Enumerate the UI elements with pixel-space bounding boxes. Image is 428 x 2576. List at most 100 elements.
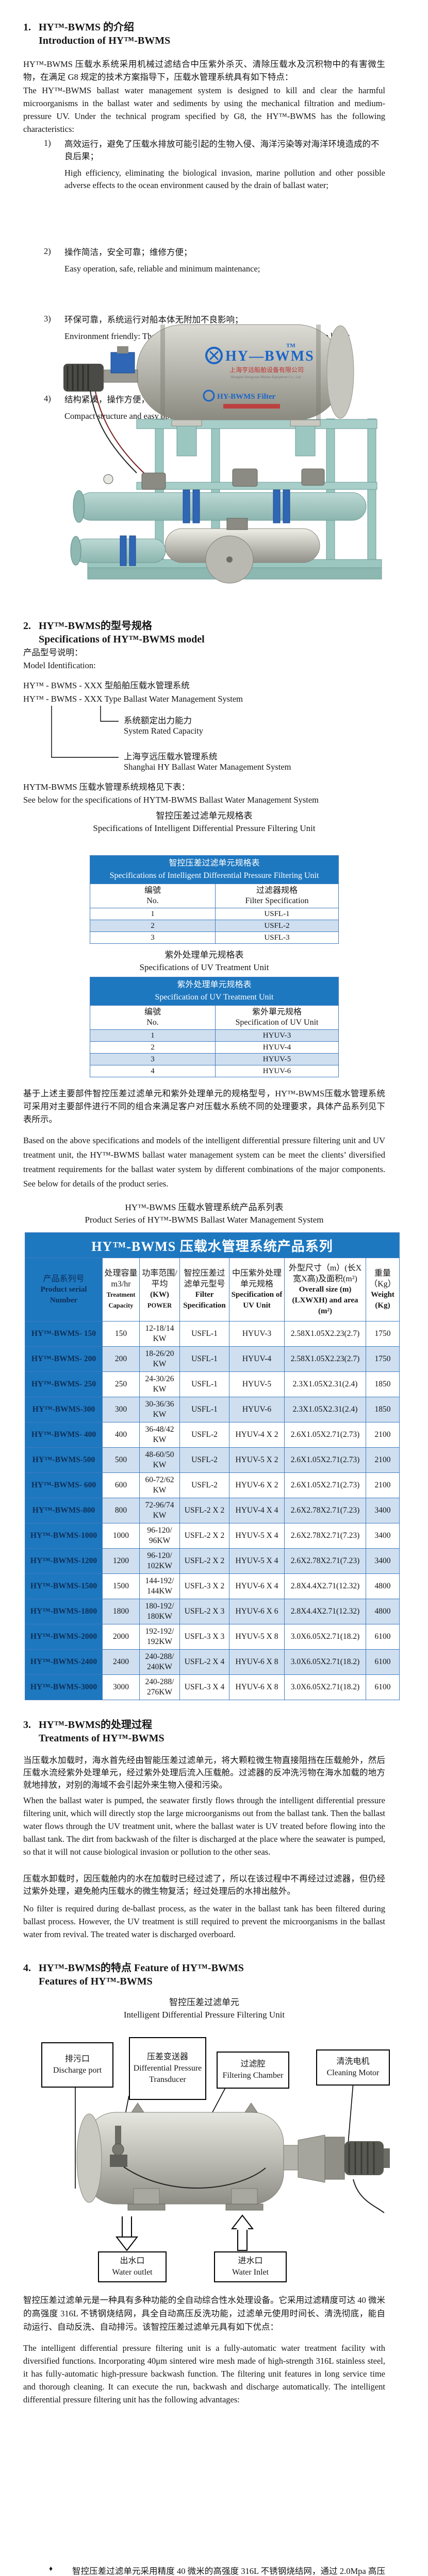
model-line-en: HY™ - BWMS - XXX Type Ballast Water Mana…: [23, 694, 243, 704]
col-header-en: Specification of UV Unit: [231, 1291, 283, 1310]
table1-caption-en: Specifications of Intelligent Differenti…: [93, 823, 316, 833]
table-cell: 144-192/ 144KW: [139, 1573, 180, 1599]
table-cell: HYUV-6 X 8: [229, 1649, 285, 1675]
table-cell: HY™-BWMS- 150: [25, 1321, 103, 1347]
section3-title-en: Treatments of HY™-BWMS: [39, 1733, 164, 1744]
table-row: HY™-BWMS- 250 250 24-30/26 KW USFL-1 HYUV-5 2…: [25, 1371, 400, 1397]
diamond-bullet-icon: ♦: [49, 2565, 53, 2573]
label-en: Filtering Chamber: [222, 2071, 284, 2080]
see-below-cn: HYTM-BWMS 压载水管理系统规格见下表：: [23, 782, 190, 792]
table-cell: HY™-BWMS-500: [25, 1447, 103, 1473]
col-no-en: No.: [146, 1018, 159, 1027]
product-table-caption: HY™-BWMS 压载水管理系统产品系列表 Product Series of …: [23, 1201, 385, 1226]
table-cell: 1000: [102, 1523, 140, 1549]
table-row: HY™-BWMS-3000 3000 240-288/ 276KW USFL-3 X …: [25, 1674, 400, 1700]
item-number: 3): [44, 314, 51, 324]
table-cell: HY™-BWMS-3000: [25, 1674, 103, 1700]
section1-title-cn: HY™-BWMS 的介绍: [39, 22, 134, 33]
branch2-en: Shanghai HY Ballast Water Management Sys…: [124, 762, 291, 772]
table-cell: 18-26/20 KW: [139, 1346, 180, 1372]
table-cell: HY™-BWMS- 250: [25, 1371, 103, 1397]
label-cn: 压差变送器: [146, 2053, 188, 2061]
label-water-inlet: 进水口 Water Inlet: [214, 2251, 287, 2282]
treatment-p1-en: When the ballast water is pumped, the se…: [23, 1795, 385, 1857]
table-cell: 2: [90, 1041, 216, 1054]
svg-text:上海亨远船舶设备有限公司: 上海亨远船舶设备有限公司: [229, 366, 304, 374]
col-header-cn: 重量（Kg）: [369, 1269, 396, 1289]
col-header-en: Weight (Kg): [371, 1291, 394, 1310]
table-row: HY™-BWMS-1800 1800 180-192/ 180KW USFL-2 X …: [25, 1599, 400, 1624]
table-cell: 36-48/42 KW: [139, 1422, 180, 1448]
table-cell: USFL-3 X 4: [179, 1674, 229, 1700]
table-cell: 2.6X2.78X2.71(7.23): [284, 1498, 366, 1523]
col-header-en: Product serial Number: [40, 1285, 87, 1304]
uv-spec-rows: 1 HYUV-3 2 HYUV-4 3 HYUV-5 4 HYUV-6: [90, 1029, 339, 1077]
table-row: 3 HYUV-5: [90, 1053, 339, 1065]
table-cell: 2100: [365, 1472, 400, 1498]
filter-spec-rows: 1 USFL-1 2 USFL-2 3 USFL-3: [90, 908, 339, 944]
table-cell: USFL-1: [215, 908, 339, 920]
see-below: HYTM-BWMS 压载水管理系统规格见下表： See below for th…: [23, 781, 385, 806]
table-cell: 1800: [102, 1599, 140, 1624]
table-row: HY™-BWMS-2000 2000 192-192/ 192KW USFL-3 X …: [25, 1624, 400, 1650]
table-cell: HYUV-6 X 8: [229, 1674, 285, 1700]
col-header-mid: (KW): [150, 1291, 169, 1299]
label-dp-transducer: 压差变送器 Differential Pressure Transducer: [129, 2037, 206, 2100]
table-row: HY™-BWMS-1200 1200 96-120/ 102KW USFL-2 X 2…: [25, 1548, 400, 1574]
table-cell: 2.6X1.05X2.71(2.73): [284, 1447, 366, 1473]
section4-title-line1: HY™-BWMS的特点 Feature of HY™-BWMS: [39, 1962, 244, 1974]
section3-heading: 3. HY™-BWMS的处理过程 Treatments of HY™-BWMS: [23, 1718, 394, 1745]
table-cell: 3.0X6.05X2.71(18.2): [284, 1624, 366, 1650]
label-en: Differential Pressure Transducer: [133, 2064, 202, 2084]
table-cell: 1750: [365, 1346, 400, 1372]
model-id-cn: 产品型号说明：: [23, 648, 83, 657]
item-number: 1): [44, 138, 51, 148]
treatment-p2-en: No filter is required during de-ballast …: [23, 1904, 385, 1939]
svg-text:Shanghai Hengyuan Marine Equip: Shanghai Hengyuan Marine Equipment Co., …: [231, 375, 301, 379]
based-paragraph-cn: 基于上述主要部件智控压差过滤单元和紫外处理单元的规格型号，HY™-BWMS压载水…: [23, 1089, 385, 1124]
item-number: 2): [44, 246, 51, 256]
table-row: HY™-BWMS-300 300 30-36/36 KW USFL-1 HYUV-6 2.…: [25, 1397, 400, 1422]
col-header-cn: 中压紫外处理单元规格: [232, 1269, 282, 1289]
table2-caption-en: Specifications of UV Treatment Unit: [139, 962, 269, 972]
model-line-cn: HY™ - BWMS - XXX 型船舶压载水管理系统: [23, 681, 190, 690]
table-cell: 72-96/74 KW: [139, 1498, 180, 1523]
product-table-band: HY™-BWMS 压载水管理系统产品系列: [24, 1232, 400, 1258]
table-row: HY™-BWMS- 150 150 12-18/14 KW USFL-1 HYUV-3 2…: [25, 1321, 400, 1347]
label-filtering-chamber: 过滤腔 Filtering Chamber: [217, 2052, 289, 2089]
table-cell: 1850: [365, 1371, 400, 1397]
table-cell: 3.0X6.05X2.71(18.2): [284, 1674, 366, 1700]
band-cn: 紫外处理单元规格表: [177, 980, 252, 989]
table-cell: HY™-BWMS- 600: [25, 1472, 103, 1498]
table-cell: HYUV-6 X 4: [229, 1573, 285, 1599]
treatment-p1-cn: 当压载水加载时，海水首先经由智能压差过滤单元，将大颗粒微生物直接阻挡在压载舱外，…: [23, 1755, 385, 1790]
table-row: HY™-BWMS-500 500 48-60/50 KW USFL-2 HYUV-5 X…: [25, 1447, 400, 1473]
col-header-cn: 处理容量: [104, 1269, 138, 1278]
table-cell: 200: [102, 1346, 140, 1372]
bwms-skid-illustration: HY—BWMS TM 上海亨远船舶设备有限公司 Shanghai Hengyua…: [63, 324, 382, 584]
table-cell: USFL-2: [179, 1447, 229, 1473]
filter-p1-cn: 智控压差过滤单元是一种具有多种功能的全自动综合性水处理设备。它采用过滤精度可达 …: [23, 2295, 385, 2332]
table-cell: HY™-BWMS-2000: [25, 1624, 103, 1650]
section2-title-en: Specifications of HY™-BWMS model: [39, 634, 205, 645]
table-cell: 24-30/26 KW: [139, 1371, 180, 1397]
band-cn: 智控压差过滤单元规格表: [169, 859, 260, 868]
table2-caption-cn: 紫外处理单元规格表: [164, 950, 244, 960]
table-band: 紫外处理单元规格表 Specification of UV Treatment …: [90, 977, 339, 1006]
table-cell: HY™-BWMS-1200: [25, 1548, 103, 1574]
table-cell: 2.6X2.78X2.71(7.23): [284, 1548, 366, 1574]
section4-heading: 4. HY™-BWMS的特点 Feature of HY™-BWMS Featur…: [23, 1961, 394, 1988]
label-cn: 清洗电机: [336, 2057, 370, 2066]
table-cell: 3: [90, 931, 216, 944]
item-text-cn: 环保可靠，系统运行对船本体无附加不良影响；: [64, 315, 243, 325]
table-cell: 250: [102, 1371, 140, 1397]
col-no-cn: 编號: [144, 1008, 161, 1016]
table-cell: USFL-3 X 2: [179, 1573, 229, 1599]
section2-number: 2.: [23, 620, 31, 632]
table-row: HY™-BWMS- 600 600 60-72/62 KW USFL-2 HYUV-6 …: [25, 1472, 400, 1498]
table-cell: 2.3X1.05X2.31(2.4): [284, 1371, 366, 1397]
section4-title-line2: Features of HY™-BWMS: [39, 1976, 153, 1987]
table-row: HY™-BWMS- 400 400 36-48/42 KW USFL-2 HYUV-4 …: [25, 1422, 400, 1448]
